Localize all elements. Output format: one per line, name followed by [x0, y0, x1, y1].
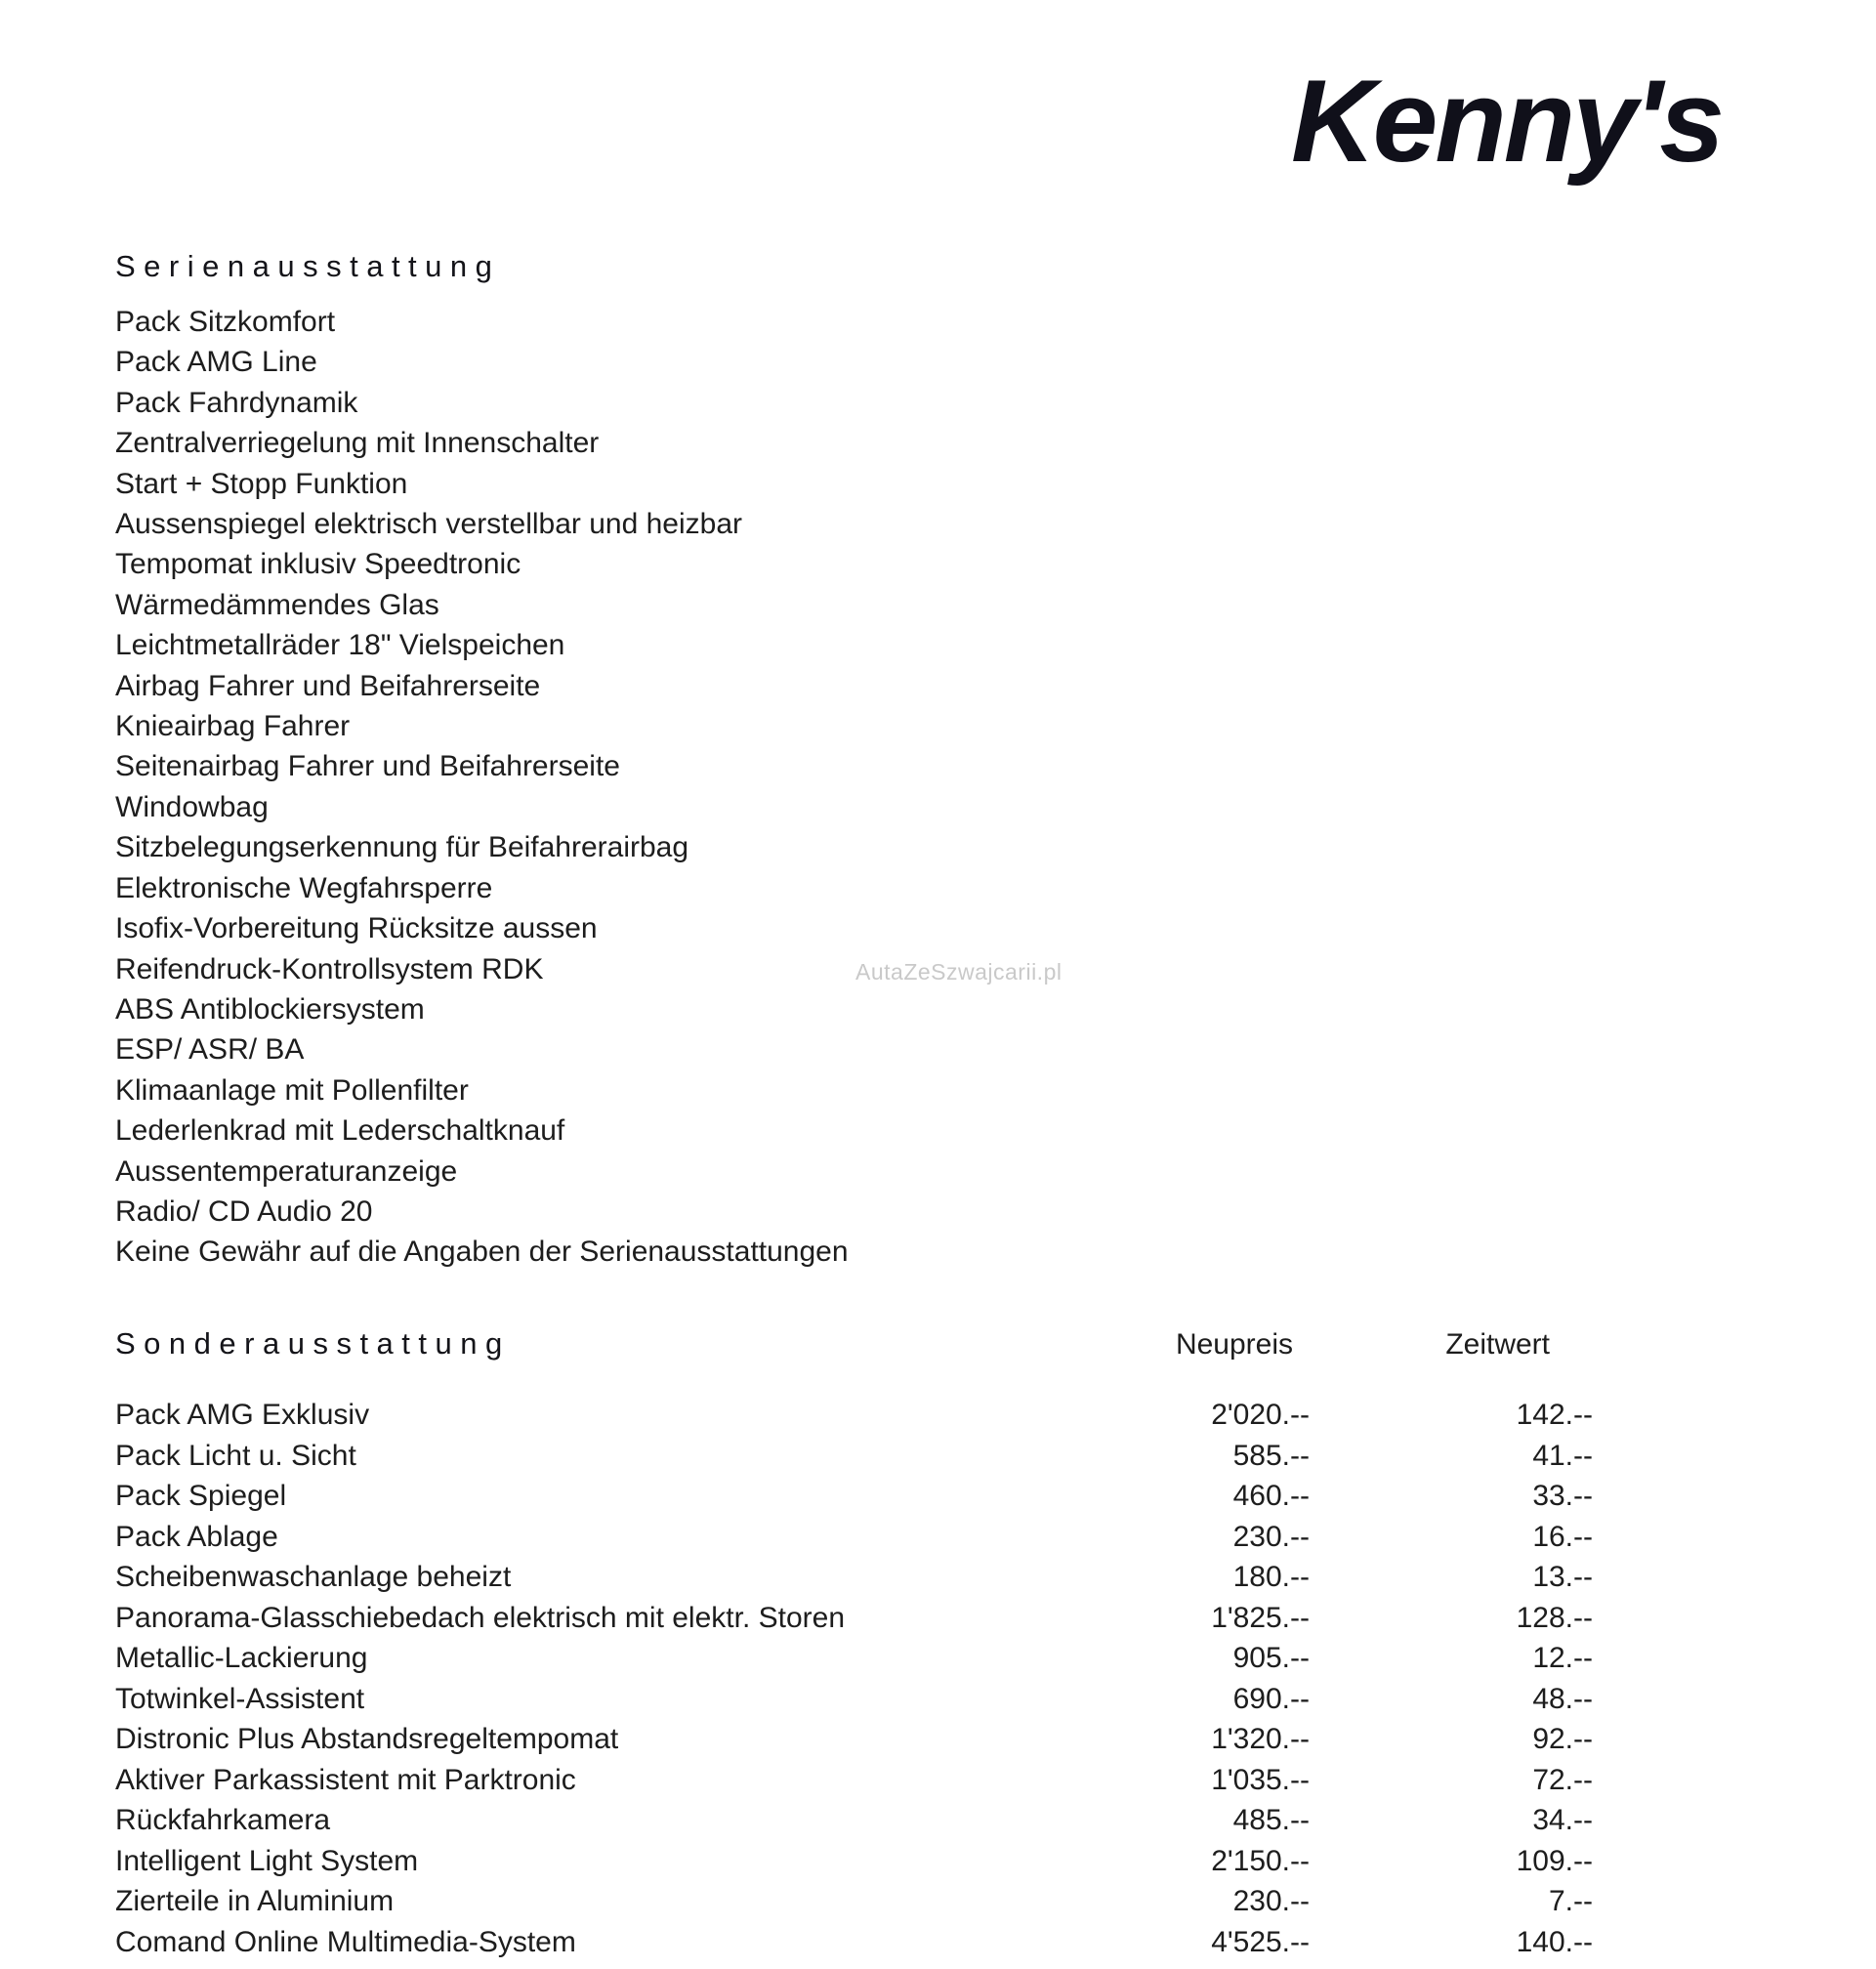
sonder-item-zeitwert: 48.--: [1532, 1682, 1593, 1715]
table-row: Scheibenwaschanlage beheizt 180.-- 13.--: [115, 1557, 1593, 1598]
sonder-item-zeitwert: 16.--: [1532, 1520, 1593, 1553]
serien-item: Aussenspiegel elektrisch verstellbar und…: [115, 508, 743, 541]
sonder-item-zeitwert: 140.--: [1516, 1925, 1593, 1958]
sonder-item-neupreis: 1'035.--: [1211, 1763, 1310, 1796]
sonder-item-neupreis: 690.--: [1232, 1682, 1310, 1715]
serien-item: Reifendruck-Kontrollsystem RDK: [115, 952, 544, 985]
serien-item: Seitenairbag Fahrer und Beifahrerseite: [115, 750, 620, 783]
serien-item: Lederlenkrad mit Lederschaltknauf: [115, 1114, 565, 1148]
sonder-item-name: Pack AMG Exklusiv: [115, 1399, 370, 1431]
serien-item: Elektronische Wegfahrsperre: [115, 871, 493, 904]
serien-item: Knieairbag Fahrer: [115, 710, 351, 743]
sonder-rows: Pack AMG Exklusiv 2'020.-- 142.-- Pack L…: [115, 1395, 1593, 1962]
serien-item: Wärmedämmendes Glas: [115, 588, 439, 621]
table-row: Metallic-Lackierung 905.-- 12.--: [115, 1638, 1593, 1679]
sonder-item-zeitwert: 72.--: [1532, 1763, 1593, 1796]
serien-item: Leichtmetallräder 18" Vielspeichen: [115, 629, 565, 662]
sonder-item-neupreis: 230.--: [1232, 1885, 1310, 1917]
sonder-item-neupreis: 4'525.--: [1211, 1925, 1310, 1958]
sonder-item-name: Aktiver Parkassistent mit Parktronic: [115, 1763, 576, 1796]
table-row: Comand Online Multimedia-System 4'525.--…: [115, 1922, 1593, 1963]
sonder-item-zeitwert: 33.--: [1532, 1480, 1593, 1512]
sonder-item-neupreis: 460.--: [1232, 1480, 1310, 1512]
sonder-item-name: Scheibenwaschanlage beheizt: [115, 1561, 512, 1593]
table-row: Aktiver Parkassistent mit Parktronic 1'0…: [115, 1760, 1593, 1801]
serien-item: Klimaanlage mit Pollenfilter: [115, 1073, 469, 1107]
table-row: Totwinkel-Assistent 690.-- 48.--: [115, 1679, 1593, 1720]
sonder-item-neupreis: 585.--: [1232, 1439, 1310, 1472]
table-row: Distronic Plus Abstandsregeltempomat 1'3…: [115, 1719, 1593, 1760]
serien-item: Sitzbelegungserkennung für Beifahrerairb…: [115, 831, 689, 864]
sonder-item-name: Metallic-Lackierung: [115, 1642, 368, 1674]
serien-item: Keine Gewähr auf die Angaben der Seriena…: [115, 1236, 849, 1269]
sonder-item-zeitwert: 109.--: [1516, 1844, 1593, 1877]
sonder-item-neupreis: 1'320.--: [1211, 1723, 1310, 1755]
sonderausstattung-heading: Sonderausstattung: [115, 1326, 511, 1361]
serien-list: Pack Sitzkomfort Pack AMG Line Pack Fahrdy…: [115, 302, 849, 1273]
column-header-neupreis: Neupreis: [1175, 1328, 1293, 1361]
sonder-item-neupreis: 905.--: [1232, 1642, 1310, 1674]
table-row: Pack Licht u. Sicht 585.-- 41.--: [115, 1436, 1593, 1477]
serien-item: Windowbag: [115, 790, 269, 823]
sonder-item-zeitwert: 92.--: [1532, 1723, 1593, 1755]
sonder-item-zeitwert: 34.--: [1532, 1804, 1593, 1836]
sonder-item-neupreis: 485.--: [1232, 1804, 1310, 1836]
sonder-item-name: Zierteile in Aluminium: [115, 1885, 395, 1917]
sonder-item-name: Totwinkel-Assistent: [115, 1682, 365, 1715]
serien-item: ESP/ ASR/ BA: [115, 1033, 305, 1067]
sonder-item-zeitwert: 7.--: [1549, 1885, 1593, 1917]
sonder-item-name: Comand Online Multimedia-System: [115, 1925, 576, 1958]
sonder-item-zeitwert: 41.--: [1532, 1439, 1593, 1472]
sonder-item-zeitwert: 12.--: [1532, 1642, 1593, 1674]
sonder-item-zeitwert: 128.--: [1516, 1601, 1593, 1634]
column-header-zeitwert: Zeitwert: [1445, 1328, 1550, 1361]
sonder-item-neupreis: 230.--: [1232, 1520, 1310, 1553]
table-row: Intelligent Light System 2'150.-- 109.--: [115, 1841, 1593, 1882]
sonder-item-name: Rückfahrkamera: [115, 1804, 331, 1836]
sonder-item-neupreis: 2'150.--: [1211, 1844, 1310, 1877]
table-row: Zierteile in Aluminium 230.-- 7.--: [115, 1881, 1593, 1922]
serien-item: Tempomat inklusiv Speedtronic: [115, 548, 521, 581]
serien-item: Radio/ CD Audio 20: [115, 1194, 373, 1228]
serienausstattung-heading: Serienausstattung: [115, 249, 501, 283]
table-row: Rückfahrkamera 485.-- 34.--: [115, 1800, 1593, 1841]
serien-item: Aussentemperaturanzeige: [115, 1154, 458, 1188]
sonder-item-name: Intelligent Light System: [115, 1844, 419, 1877]
sonder-item-name: Pack Ablage: [115, 1520, 278, 1553]
serien-item: Pack Fahrdynamik: [115, 386, 358, 419]
sonder-item-neupreis: 1'825.--: [1211, 1601, 1310, 1634]
serien-item: Start + Stopp Funktion: [115, 467, 408, 500]
serien-item: Pack AMG Line: [115, 346, 317, 379]
watermark-text: AutaZeSzwajcarii.pl: [855, 959, 1063, 984]
sonder-item-zeitwert: 142.--: [1516, 1399, 1593, 1431]
kennys-logo: Kenny's: [1291, 56, 1725, 187]
sonder-item-name: Distronic Plus Abstandsregeltempomat: [115, 1723, 619, 1755]
sonder-item-zeitwert: 13.--: [1532, 1561, 1593, 1593]
sonder-item-name: Panorama-Glasschiebedach elektrisch mit …: [115, 1601, 846, 1634]
table-row: Pack Ablage 230.-- 16.--: [115, 1517, 1593, 1558]
sonderausstattung-header-row: Sonderausstattung Neupreis Zeitwert: [115, 1326, 1593, 1362]
serien-item: Isofix-Vorbereitung Rücksitze aussen: [115, 912, 598, 945]
serien-item: ABS Antiblockiersystem: [115, 992, 425, 1026]
sonder-item-name: Pack Spiegel: [115, 1480, 287, 1512]
table-row: Pack AMG Exklusiv 2'020.-- 142.--: [115, 1395, 1593, 1436]
serien-item: Zentralverriegelung mit Innenschalter: [115, 427, 600, 460]
sonder-item-name: Pack Licht u. Sicht: [115, 1439, 356, 1472]
sonder-item-neupreis: 2'020.--: [1211, 1399, 1310, 1431]
serien-item: Airbag Fahrer und Beifahrerseite: [115, 669, 541, 702]
sonder-item-neupreis: 180.--: [1232, 1561, 1310, 1593]
table-row: Panorama-Glasschiebedach elektrisch mit …: [115, 1598, 1593, 1639]
serien-item: Pack Sitzkomfort: [115, 306, 336, 338]
table-row: Pack Spiegel 460.-- 33.--: [115, 1476, 1593, 1517]
